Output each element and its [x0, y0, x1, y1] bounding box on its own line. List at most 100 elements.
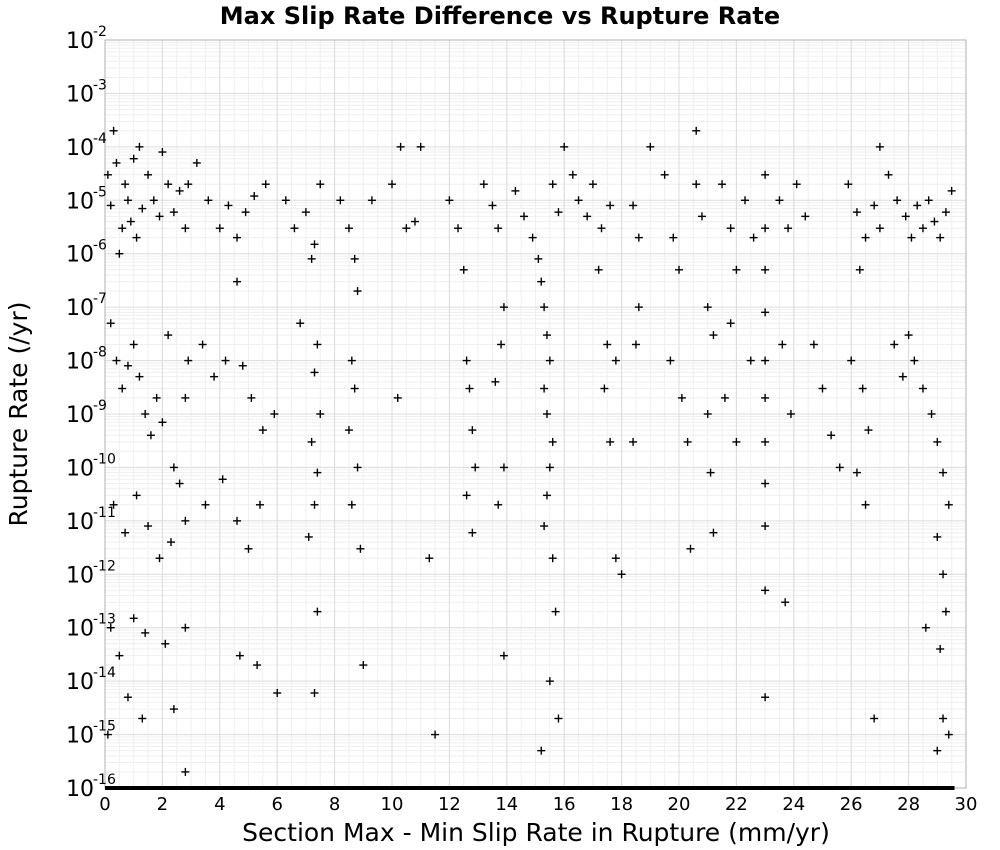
- data-marks: [103, 126, 956, 790]
- data-point: [310, 688, 319, 697]
- data-point: [359, 661, 368, 670]
- data-point: [631, 340, 640, 349]
- x-tick-label: 24: [782, 794, 805, 815]
- data-point: [224, 201, 233, 210]
- data-point: [520, 212, 529, 221]
- y-tick-base: 10: [66, 456, 94, 481]
- data-point: [669, 233, 678, 242]
- data-point: [548, 437, 557, 446]
- data-point: [675, 265, 683, 274]
- data-point: [852, 468, 861, 477]
- data-point: [169, 705, 178, 714]
- y-tick-base: 10: [66, 403, 94, 428]
- data-point: [109, 500, 118, 509]
- data-point: [617, 570, 626, 579]
- data-point: [861, 233, 870, 242]
- data-point: [313, 340, 322, 349]
- data-point: [141, 628, 150, 637]
- data-point: [132, 233, 141, 242]
- y-tick-exponent: -16: [93, 772, 116, 788]
- y-tick-exponent: -13: [93, 612, 116, 628]
- data-point: [921, 623, 930, 632]
- data-point: [181, 393, 190, 402]
- data-point: [545, 356, 554, 365]
- data-point: [660, 170, 669, 179]
- y-tick-label: 10 -2: [66, 24, 107, 54]
- data-point: [468, 528, 477, 537]
- y-tick-label: 10 -8: [66, 345, 107, 375]
- data-point: [718, 180, 727, 189]
- data-point: [939, 714, 948, 723]
- data-point: [918, 384, 927, 393]
- data-point: [301, 208, 310, 217]
- data-point: [901, 212, 910, 221]
- y-tick-exponent: -10: [93, 451, 116, 467]
- y-tick-base: 10: [66, 189, 94, 214]
- data-point: [933, 532, 942, 541]
- data-point: [126, 217, 135, 226]
- data-point: [181, 516, 190, 525]
- data-point: [129, 614, 138, 623]
- x-tick-label: 0: [99, 794, 110, 815]
- data-point: [115, 249, 124, 258]
- data-point: [169, 208, 178, 217]
- data-point: [144, 522, 153, 531]
- data-point: [692, 126, 701, 135]
- data-point: [253, 661, 262, 670]
- data-point: [141, 410, 150, 418]
- data-point: [939, 468, 948, 477]
- y-tick-base: 10: [66, 510, 94, 535]
- x-tick-label: 18: [610, 794, 633, 815]
- chart-grid: [104, 39, 967, 789]
- data-point: [542, 331, 551, 340]
- data-point: [629, 201, 638, 210]
- data-point: [709, 331, 718, 340]
- data-point: [499, 651, 508, 660]
- data-point: [844, 180, 853, 189]
- data-point: [545, 677, 554, 686]
- data-point: [930, 217, 939, 226]
- data-point: [462, 356, 471, 365]
- data-point: [781, 598, 790, 607]
- data-point: [132, 491, 141, 500]
- data-point: [761, 265, 770, 274]
- data-point: [528, 233, 537, 242]
- data-point: [941, 607, 950, 616]
- data-point: [471, 463, 480, 472]
- data-point: [313, 607, 322, 616]
- data-point: [634, 303, 643, 312]
- data-point: [112, 356, 121, 365]
- data-point: [761, 170, 770, 179]
- data-point: [603, 340, 612, 349]
- data-point: [542, 410, 551, 418]
- data-point: [706, 468, 715, 477]
- data-point: [497, 340, 506, 349]
- y-tick-exponent: -7: [93, 291, 107, 307]
- data-point: [388, 180, 396, 189]
- data-point: [548, 554, 557, 563]
- data-point: [910, 356, 919, 365]
- data-point: [913, 201, 922, 210]
- data-point: [416, 142, 425, 151]
- data-point: [316, 180, 325, 189]
- data-point: [238, 361, 247, 370]
- data-point: [898, 372, 907, 381]
- data-point: [540, 384, 549, 393]
- data-point: [115, 651, 124, 660]
- data-point: [703, 303, 712, 312]
- x-tick-label: 26: [840, 794, 863, 815]
- x-tick-label: 30: [955, 794, 978, 815]
- data-point: [726, 224, 735, 233]
- x-tick-label: 16: [553, 794, 576, 815]
- data-point: [344, 224, 353, 233]
- data-point: [221, 356, 230, 365]
- y-tick-label: 10 -13: [66, 612, 116, 642]
- data-point: [462, 491, 471, 500]
- y-tick-exponent: -3: [93, 77, 107, 93]
- x-tick-label: 8: [329, 794, 340, 815]
- data-point: [158, 148, 167, 157]
- data-point: [944, 500, 953, 509]
- data-point: [870, 714, 879, 723]
- x-tick-label: 12: [438, 794, 461, 815]
- data-point: [944, 730, 953, 739]
